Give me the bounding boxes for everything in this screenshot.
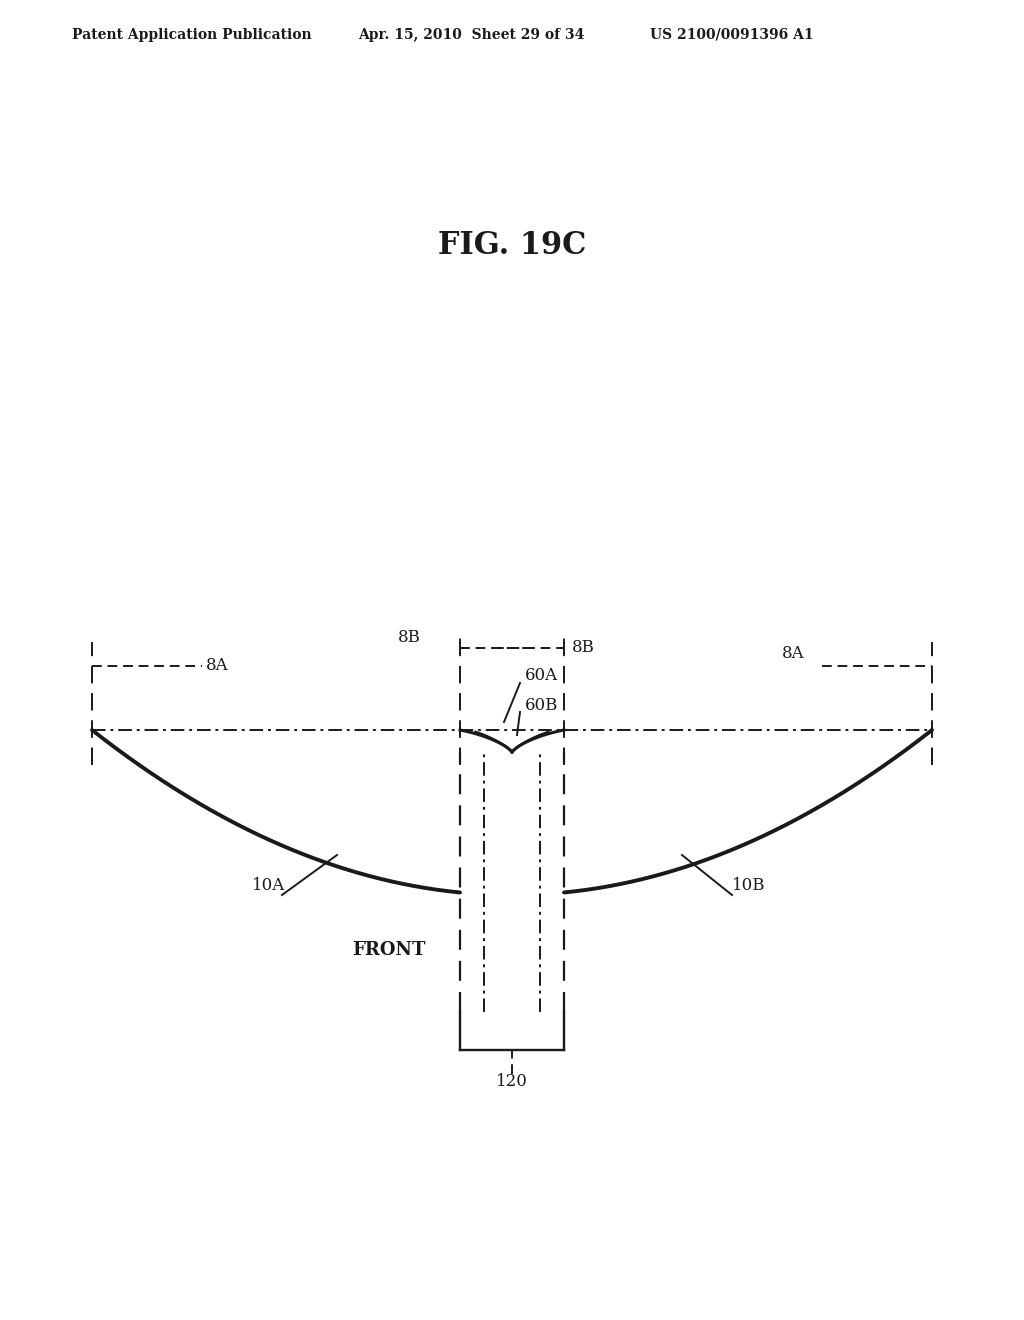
Text: 10B: 10B <box>732 876 766 894</box>
Text: 8A: 8A <box>206 657 228 675</box>
Text: Apr. 15, 2010  Sheet 29 of 34: Apr. 15, 2010 Sheet 29 of 34 <box>358 28 585 42</box>
Text: 10A: 10A <box>252 876 286 894</box>
Text: 60A: 60A <box>525 667 558 684</box>
Text: FRONT: FRONT <box>352 941 425 960</box>
Text: 8A: 8A <box>782 645 805 663</box>
Text: 60B: 60B <box>525 697 558 714</box>
Text: 120: 120 <box>496 1073 528 1090</box>
Text: 8B: 8B <box>572 639 595 656</box>
Text: 8B: 8B <box>398 628 421 645</box>
Text: US 2100/0091396 A1: US 2100/0091396 A1 <box>650 28 814 42</box>
Text: Patent Application Publication: Patent Application Publication <box>72 28 311 42</box>
Text: FIG. 19C: FIG. 19C <box>438 230 586 260</box>
